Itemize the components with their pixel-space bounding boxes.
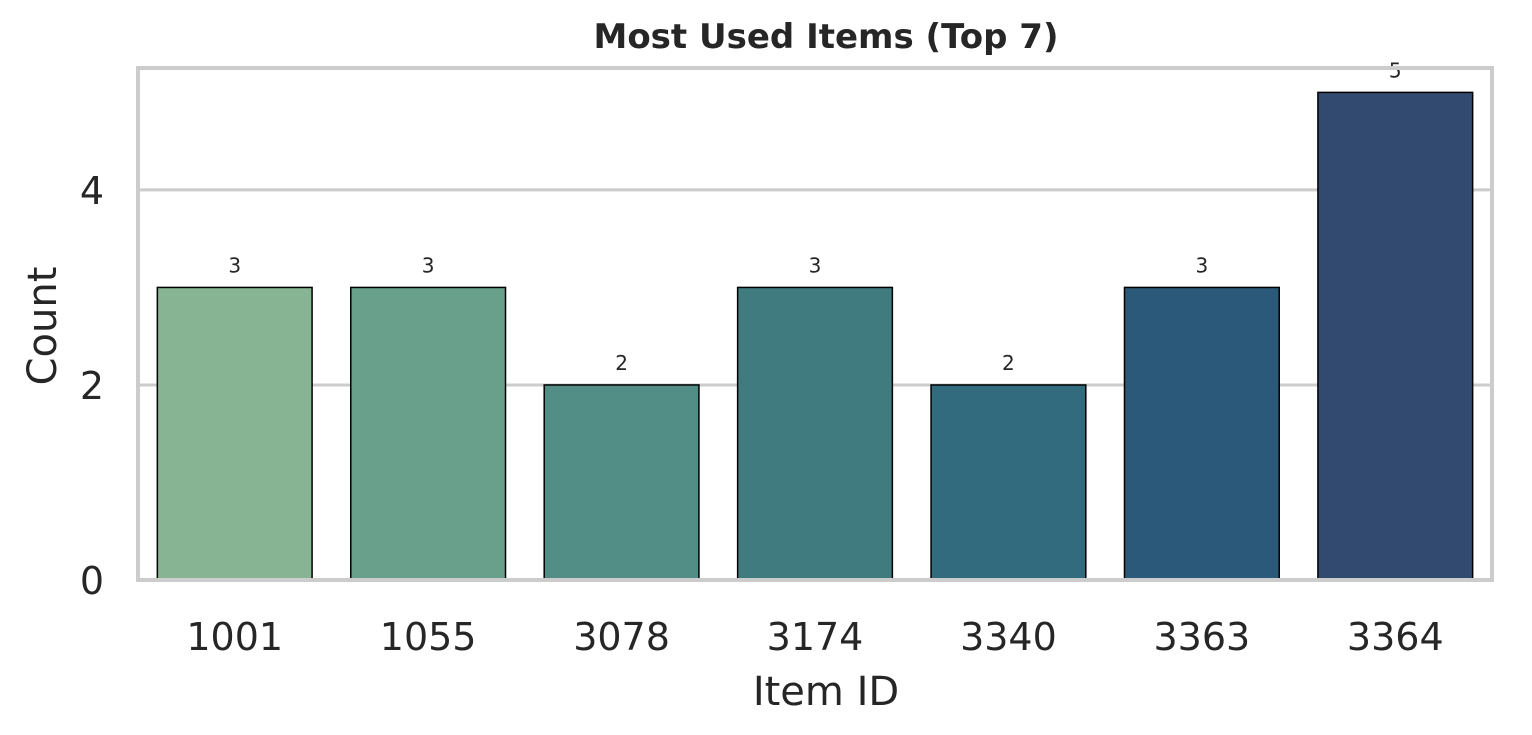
chart-title: Most Used Items (Top 7) — [593, 17, 1058, 57]
bar-3364 — [1317, 91, 1474, 581]
y-tick-label: 0 — [80, 559, 104, 603]
bar-1055 — [350, 286, 507, 581]
x-tick-label-3078: 3078 — [573, 615, 670, 659]
x-tick-label-3340: 3340 — [960, 615, 1057, 659]
y-tick-labels: 0 2 4 — [80, 169, 104, 603]
x-axis-label: Item ID — [753, 669, 899, 715]
x-tick-labels: 1001 1055 3078 3174 3340 3363 3364 — [186, 615, 1443, 659]
bar-1001 — [156, 286, 313, 581]
bar-value-label-1055: 3 — [422, 253, 435, 277]
x-tick-label-3364: 3364 — [1347, 615, 1444, 659]
bar-value-label-3363: 3 — [1195, 253, 1208, 277]
bars — [156, 91, 1474, 581]
bar-value-label-3174: 3 — [809, 253, 822, 277]
bar-3174 — [736, 286, 894, 581]
bar-3340 — [930, 384, 1087, 581]
bar-value-label-3364: 5 — [1389, 58, 1402, 82]
x-tick-label-3174: 3174 — [767, 615, 864, 659]
y-tick-label: 4 — [80, 169, 104, 213]
x-tick-label-1055: 1055 — [380, 615, 477, 659]
x-tick-label-3363: 3363 — [1153, 615, 1250, 659]
bar-3078 — [543, 384, 700, 581]
y-axis-label: Count — [20, 267, 66, 386]
bar-value-label-3340: 2 — [1002, 351, 1015, 375]
x-tick-label-1001: 1001 — [186, 615, 283, 659]
plot-frame — [136, 66, 1494, 582]
bar-value-label-3078: 2 — [615, 351, 628, 375]
y-tick-label: 2 — [80, 364, 104, 408]
bar-value-labels: 3 3 2 3 2 3 5 — [228, 58, 1401, 375]
bar-3363 — [1123, 286, 1280, 581]
bar-value-label-1001: 3 — [228, 253, 241, 277]
